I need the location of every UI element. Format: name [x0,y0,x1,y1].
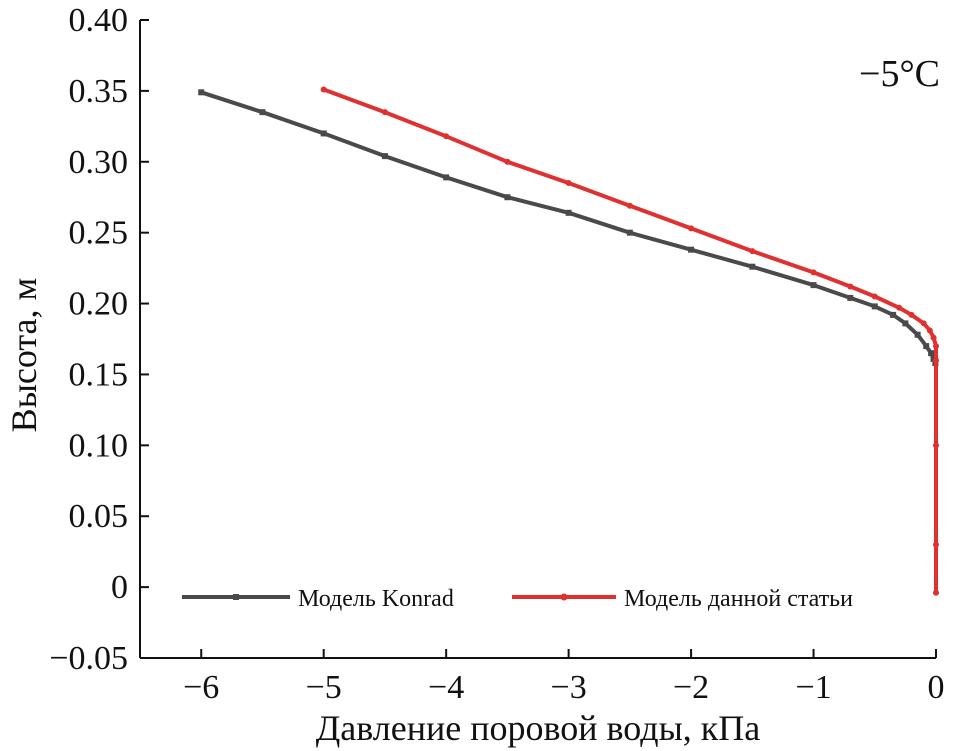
y-tick-label: 0.30 [69,144,129,181]
series-this-paper [320,86,939,596]
data-point [688,246,695,253]
data-point [381,153,388,160]
data-point [933,541,939,548]
y-tick-label: −0.05 [49,640,128,677]
y-tick-label: 0.35 [69,73,129,110]
x-tick-label: −5 [306,669,342,706]
data-point [749,263,756,270]
data-point [626,202,633,209]
x-tick-label: −4 [428,669,464,706]
x-axis-ticks: −6 −5 −4 −3 −2 −1 0 [183,649,945,706]
legend-marker [233,594,239,600]
data-point [928,350,935,357]
axes [139,20,936,659]
data-point [871,303,878,310]
x-tick-label: −2 [673,669,709,706]
y-axis-ticks: −0.05 0 0.05 0.10 0.15 0.20 0.25 0.30 0.35 0.40 [49,2,149,677]
data-point [847,283,854,290]
data-point [847,294,854,301]
y-tick-label: 0.05 [69,498,129,535]
data-point [933,343,939,350]
data-point [320,130,327,137]
legend: Модель Konrad Модель данной статьи [182,586,853,612]
data-point [504,194,511,201]
legend-item: Модель данной статьи [512,586,853,612]
legend-item: Модель Konrad [182,586,454,612]
data-point [259,109,266,116]
data-point [933,357,939,364]
data-point [688,225,695,232]
data-point [198,89,205,96]
y-tick-label: 0.15 [69,356,129,393]
data-point [871,293,878,300]
data-point [930,334,937,341]
x-axis-title: Давление поровой воды, кПа [316,708,761,748]
data-point [565,180,572,187]
data-point [914,331,921,338]
data-point [565,209,572,216]
x-tick-label: −6 [183,669,219,706]
data-point [933,589,939,596]
data-point [896,304,903,311]
data-point [810,269,817,276]
y-tick-label: 0.10 [69,427,129,464]
data-point [908,311,915,318]
x-tick-label: 0 [928,669,945,706]
data-point [810,282,817,289]
x-tick-label: −3 [551,669,587,706]
data-point [749,248,756,255]
temperature-annotation: −5°C [859,53,940,95]
data-point [504,158,511,165]
y-tick-label: 0 [111,569,128,606]
data-point [320,86,327,93]
data-point [443,174,450,181]
y-tick-label: 0.20 [69,286,129,323]
data-point [443,133,450,140]
y-axis-title: Высота, м [4,278,44,433]
data-point [626,229,633,236]
data-point [926,327,933,334]
data-point [381,109,388,116]
data-point [933,442,939,449]
y-tick-label: 0.25 [69,215,129,252]
series-layer [198,86,939,596]
legend-label: Модель Konrad [298,586,454,612]
series-line [199,90,938,366]
legend-label: Модель данной статьи [624,586,853,612]
data-point [890,311,897,318]
y-tick-label: 0.40 [69,2,129,39]
data-point [902,320,909,327]
legend-marker [560,593,568,601]
data-point [923,343,930,350]
data-point [920,320,927,327]
series-konrad [198,89,939,367]
x-tick-label: −1 [795,669,831,706]
